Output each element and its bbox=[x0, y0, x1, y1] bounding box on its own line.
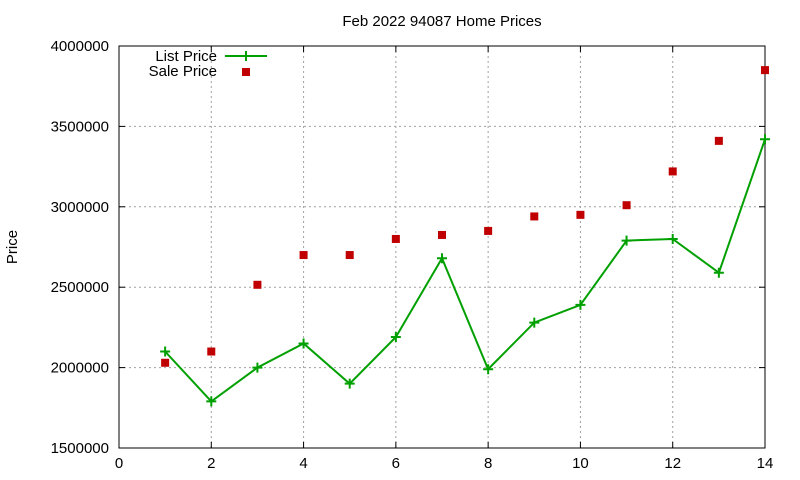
y-tick-label: 1500000 bbox=[51, 440, 109, 457]
y-axis-label: Price bbox=[4, 230, 21, 264]
x-tick-label: 10 bbox=[572, 455, 589, 472]
list-price-line bbox=[164, 138, 766, 403]
legend-marker-sale-price bbox=[242, 68, 250, 76]
x-tick-label: 4 bbox=[299, 455, 307, 472]
list-price-point bbox=[621, 235, 632, 246]
list-price-point bbox=[760, 134, 770, 145]
sale-price-point bbox=[484, 226, 493, 235]
sale-price-point bbox=[761, 66, 769, 75]
sale-price-point bbox=[345, 251, 354, 260]
legend: List Price Sale Price bbox=[149, 48, 267, 80]
y-tick-label: 3500000 bbox=[51, 118, 109, 135]
sale-price-point bbox=[530, 212, 539, 221]
sale-price-point bbox=[253, 280, 262, 289]
list-price-point bbox=[344, 378, 355, 389]
x-tick-label: 0 bbox=[115, 455, 123, 472]
series bbox=[160, 66, 770, 407]
list-price-point bbox=[575, 299, 586, 310]
list-price-point bbox=[529, 317, 540, 328]
sale-price-point bbox=[714, 136, 723, 145]
grid bbox=[119, 46, 765, 448]
sale-price-point bbox=[391, 234, 400, 243]
list-price-point bbox=[437, 253, 447, 264]
sale-price-point bbox=[622, 201, 631, 210]
list-price-point bbox=[667, 233, 678, 244]
x-tick-label: 14 bbox=[757, 455, 774, 472]
plot-frame bbox=[118, 45, 766, 449]
legend-label-list-price: List Price bbox=[155, 48, 217, 65]
list-price-point bbox=[298, 338, 309, 349]
sale-price-point bbox=[207, 347, 216, 356]
legend-marker-list-price bbox=[241, 51, 251, 61]
list-price-point bbox=[160, 346, 171, 357]
chart-title: Feb 2022 94087 Home Prices bbox=[342, 13, 541, 30]
sale-price-point bbox=[668, 167, 677, 176]
sale-price-point bbox=[299, 251, 308, 260]
sale-price-point bbox=[438, 230, 446, 239]
x-tick-label: 2 bbox=[207, 455, 215, 472]
list-price-point bbox=[206, 396, 217, 407]
y-tick-label: 3000000 bbox=[51, 199, 109, 216]
list-price-point bbox=[252, 362, 263, 373]
sale-price-point bbox=[161, 358, 170, 367]
list-price-point bbox=[390, 332, 401, 343]
x-tick-label: 6 bbox=[392, 455, 400, 472]
legend-label-sale-price: Sale Price bbox=[149, 63, 217, 80]
x-tick-label: 8 bbox=[484, 455, 492, 472]
y-tick-label: 4000000 bbox=[51, 38, 109, 55]
list-price-point bbox=[713, 267, 724, 278]
axis-ticks: 0 2 4 6 8 10 12 14 1500000 2000000 2500000 3000000 3… bbox=[51, 38, 774, 472]
y-tick-label: 2500000 bbox=[51, 279, 109, 296]
sale-price-point bbox=[576, 210, 585, 219]
list-price-point bbox=[483, 364, 494, 375]
x-tick-label: 12 bbox=[664, 455, 681, 472]
y-tick-label: 2000000 bbox=[51, 360, 109, 377]
